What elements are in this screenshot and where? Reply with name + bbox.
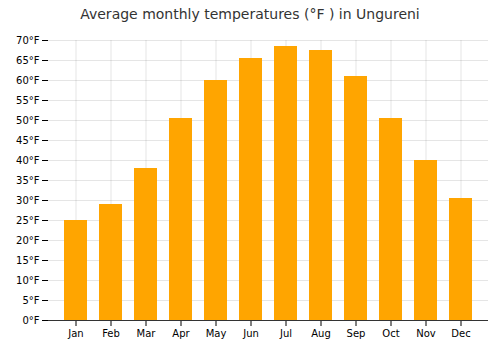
svg-text:70°F: 70°F	[16, 35, 40, 46]
svg-text:5°F: 5°F	[22, 295, 39, 306]
svg-text:Jul: Jul	[279, 328, 292, 339]
svg-text:65°F: 65°F	[16, 55, 40, 66]
svg-text:Jun: Jun	[242, 328, 259, 339]
svg-text:Jan: Jan	[67, 328, 83, 339]
svg-text:Mar: Mar	[137, 328, 157, 339]
svg-text:Feb: Feb	[102, 328, 120, 339]
svg-text:10°F: 10°F	[16, 275, 40, 286]
svg-text:40°F: 40°F	[16, 155, 40, 166]
svg-text:Apr: Apr	[172, 328, 190, 339]
svg-text:30°F: 30°F	[16, 195, 40, 206]
svg-text:55°F: 55°F	[16, 95, 40, 106]
svg-text:25°F: 25°F	[16, 215, 40, 226]
svg-text:Aug: Aug	[311, 328, 331, 339]
svg-text:45°F: 45°F	[16, 135, 40, 146]
svg-text:20°F: 20°F	[16, 235, 40, 246]
svg-text:Dec: Dec	[451, 328, 470, 339]
svg-text:May: May	[206, 328, 227, 339]
svg-text:0°F: 0°F	[22, 315, 39, 326]
svg-text:35°F: 35°F	[16, 175, 40, 186]
svg-text:Oct: Oct	[382, 328, 399, 339]
html-text:Average monthly temperatures (: Average monthly temperatures (°F ) in Un…	[80, 6, 420, 22]
svg-text:Nov: Nov	[416, 328, 436, 339]
svg-text:50°F: 50°F	[16, 115, 40, 126]
svg-text:60°F: 60°F	[16, 75, 40, 86]
svg-text:15°F: 15°F	[16, 255, 40, 266]
svg-text:Sep: Sep	[347, 328, 366, 339]
